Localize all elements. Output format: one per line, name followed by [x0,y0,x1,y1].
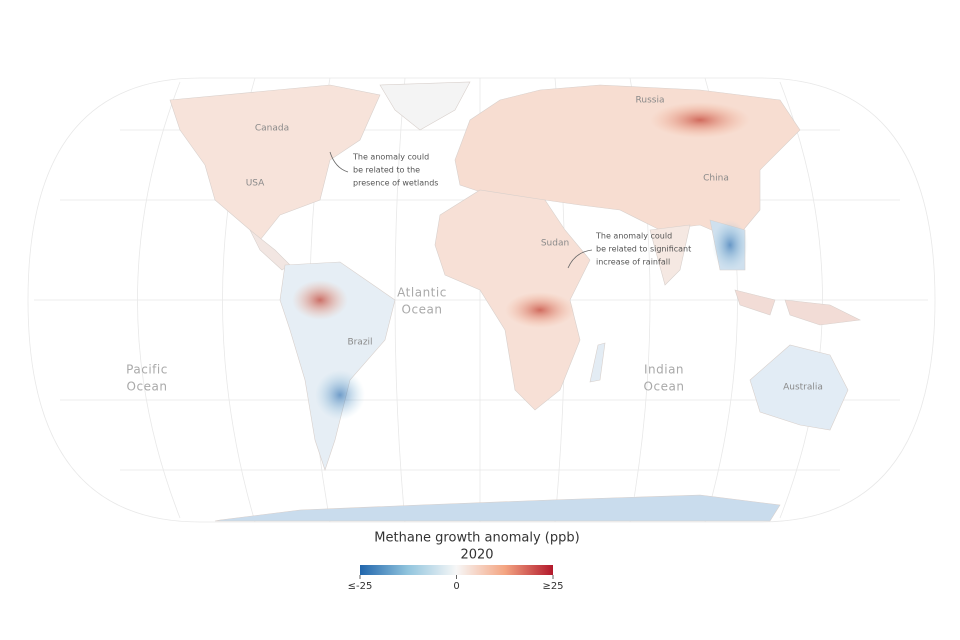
ocean-label: Ocean [402,303,443,317]
labels: Canada USA Russia China Sudan Brazil Australia… [126,96,823,394]
legend-title: Methane growth anomaly (ppb) [374,531,579,546]
colorbar-tick-label: 0 [453,581,459,592]
cold-southamerica [315,370,365,420]
annotation: presence of wetlands [353,179,438,188]
annotation: increase of rainfall [596,258,670,267]
antarctica [214,494,781,522]
annotation: The anomaly could [352,153,429,162]
ocean-label: Ocean [644,380,685,394]
place-label: Russia [636,96,665,106]
legend-subtitle: 2020 [460,548,493,563]
place-label: China [703,174,729,184]
australia [749,344,849,431]
cold-seasia [712,220,748,270]
annotation: be related to the [353,166,420,175]
ocean-label: Pacific [126,363,168,377]
indonesia [734,289,862,326]
place-label: Canada [255,124,289,134]
place-label: Australia [783,383,823,393]
north-america [169,84,381,241]
annotation: be related to significant [596,245,691,254]
place-label: Sudan [541,239,569,249]
ocean-label: Indian [644,363,684,377]
arrow [567,249,593,269]
ocean-label: Ocean [127,380,168,394]
colorbar-tick-label: ≥25 [542,581,563,592]
central-america [249,229,291,271]
hotspot-congo [505,292,575,328]
india [649,224,691,286]
annotation: The anomaly could [595,232,672,241]
hotspot-amazon [292,280,348,320]
colorbar-tick-label: ≤-25 [348,581,373,592]
place-label: Brazil [347,338,372,348]
place-label: USA [246,179,265,189]
ocean-label: Atlantic [397,286,447,300]
landmasses [169,81,862,522]
legend: Methane growth anomaly (ppb) 2020 ≤-25 0 ≥… [348,531,580,593]
colorbar [360,565,553,575]
madagascar [589,342,606,383]
annotation-arrows [329,151,593,269]
greenland [379,81,471,131]
hotspot-siberia [650,102,750,138]
arrow [329,151,349,173]
